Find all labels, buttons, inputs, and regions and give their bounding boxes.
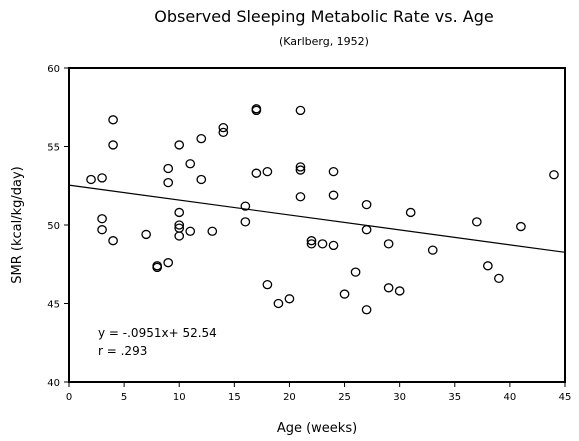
- chart-subtitle: (Karlberg, 1952): [279, 35, 369, 48]
- y-tick-label: 50: [47, 221, 60, 232]
- data-point: [427, 245, 438, 255]
- data-point: [317, 239, 328, 249]
- data-point: [163, 258, 174, 268]
- data-point: [549, 170, 559, 180]
- data-point: [251, 105, 262, 116]
- data-point: [516, 221, 526, 232]
- data-points: [86, 104, 559, 315]
- data-point: [328, 166, 339, 177]
- regression-line: [68, 184, 566, 253]
- correlation-coefficient: r = .293: [98, 344, 147, 358]
- x-tick-label: 35: [448, 392, 461, 403]
- x-tick-label: 20: [283, 392, 296, 403]
- data-point: [383, 283, 394, 293]
- data-point: [207, 226, 218, 236]
- x-tick-label: 15: [228, 392, 241, 403]
- regression-equation: y = -.0951x+ 52.54: [98, 326, 217, 340]
- x-tick-label: 0: [66, 392, 72, 403]
- data-point: [306, 239, 317, 249]
- y-tick-label: 45: [47, 300, 60, 311]
- data-point: [185, 226, 196, 236]
- data-point: [328, 240, 339, 251]
- data-point: [108, 115, 118, 125]
- x-tick-label: 45: [559, 392, 572, 403]
- data-point: [163, 163, 174, 174]
- data-point: [240, 201, 251, 211]
- data-point: [273, 298, 284, 309]
- y-axis-label: SMR (kcal/kg/day): [10, 166, 25, 283]
- data-point: [328, 190, 339, 200]
- y-tick-label: 40: [47, 378, 60, 389]
- x-tick-label: 5: [121, 392, 127, 403]
- data-point: [108, 236, 118, 246]
- x-tick-label: 10: [173, 392, 186, 403]
- data-point: [394, 286, 405, 296]
- data-point: [97, 214, 107, 224]
- data-point: [361, 199, 372, 210]
- data-point: [163, 177, 174, 188]
- data-point: [383, 239, 394, 249]
- data-point: [295, 162, 306, 172]
- data-point: [174, 207, 185, 218]
- data-point: [108, 140, 118, 150]
- data-point: [262, 280, 273, 290]
- data-point: [262, 166, 273, 177]
- y-tick-label: 55: [47, 143, 60, 154]
- data-point: [218, 123, 229, 133]
- chart-title: Observed Sleeping Metabolic Rate vs. Age: [154, 7, 493, 26]
- x-tick-label: 25: [338, 392, 351, 403]
- x-axis: 0 5 10 15 20 25 30 35 40 45: [66, 382, 572, 403]
- data-point: [97, 225, 107, 235]
- data-point: [482, 261, 493, 271]
- data-point: [295, 105, 306, 116]
- data-point: [251, 168, 262, 178]
- data-point: [471, 217, 482, 227]
- x-tick-label: 30: [393, 392, 406, 403]
- data-point: [361, 305, 372, 315]
- data-point: [218, 127, 229, 138]
- data-point: [141, 229, 152, 240]
- data-point: [494, 273, 504, 284]
- data-point: [86, 174, 96, 185]
- data-point: [350, 267, 361, 277]
- y-tick-label: 60: [47, 64, 60, 75]
- data-point: [306, 236, 317, 246]
- data-point: [152, 262, 163, 273]
- data-point: [196, 133, 207, 144]
- data-point: [339, 289, 350, 299]
- data-point: [174, 231, 185, 241]
- data-point: [405, 207, 416, 218]
- y-axis: 40 45 50 55 60: [47, 64, 69, 389]
- data-point: [295, 192, 306, 202]
- data-point: [174, 140, 185, 150]
- data-point: [361, 225, 372, 235]
- data-point: [185, 159, 196, 169]
- data-point: [295, 165, 306, 175]
- data-point: [97, 173, 107, 183]
- x-tick-label: 40: [504, 392, 517, 403]
- data-point: [240, 217, 251, 227]
- data-point: [196, 174, 207, 185]
- data-point: [284, 294, 295, 304]
- data-point: [174, 220, 185, 230]
- x-axis-label: Age (weeks): [277, 421, 357, 436]
